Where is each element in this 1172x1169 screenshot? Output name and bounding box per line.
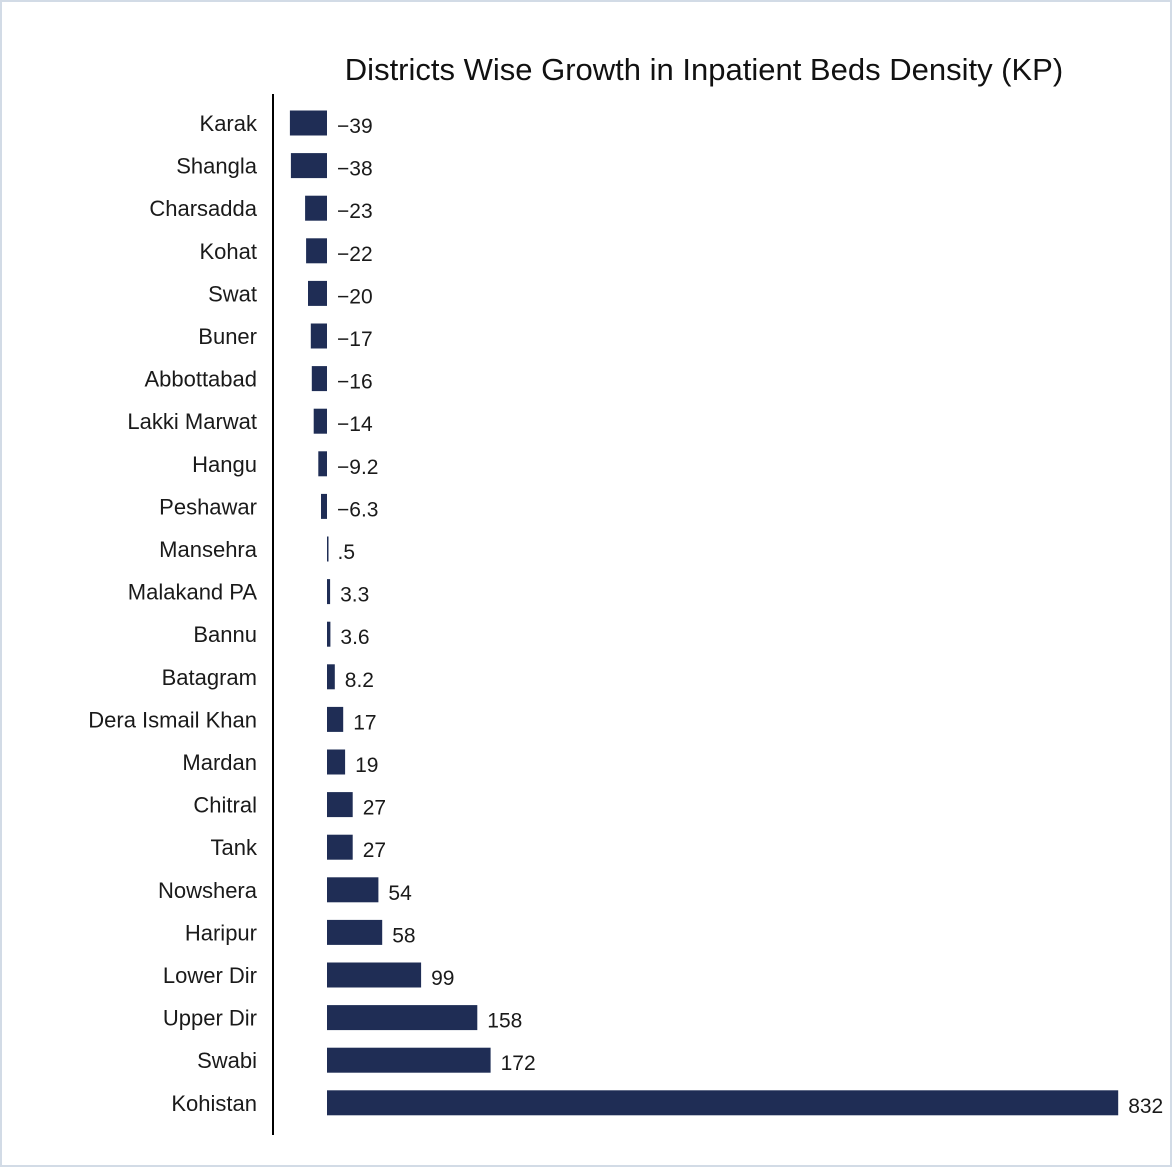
category-label: Bannu [193, 622, 257, 647]
bar-mansehra [327, 536, 329, 562]
bar-kohistan [327, 1090, 1119, 1116]
bar-mardan [327, 749, 346, 775]
category-label: Swat [208, 281, 257, 306]
bars-group [289, 110, 1119, 1116]
category-label: Mansehra [159, 537, 258, 562]
bar-upper-dir [327, 1005, 478, 1031]
value-label: 832 [1128, 1095, 1163, 1118]
bar-malakand-pa [327, 579, 331, 605]
bar-kohat [306, 238, 327, 264]
value-label: 172 [501, 1052, 536, 1075]
bar-nowshera [327, 877, 379, 903]
value-label: 27 [363, 839, 386, 862]
category-label: Haripur [185, 920, 257, 945]
value-labels-group: −39 −38 −23 −22 −20 −17 −16 −14 −9.2 −6.3 .5 3.3 3.6… [337, 115, 1163, 1118]
value-label: 3.3 [340, 584, 369, 607]
category-label: Buner [198, 324, 257, 349]
value-label: 17 [353, 711, 376, 734]
value-label: −6.3 [337, 498, 378, 521]
category-label: Lower Dir [163, 963, 257, 988]
category-label: Abbottabad [144, 367, 257, 392]
chart-title: Districts Wise Growth in Inpatient Beds … [345, 52, 1063, 87]
category-label: Hangu [192, 452, 257, 477]
category-label: Malakand PA [128, 580, 258, 605]
value-label: 8.2 [345, 669, 374, 692]
value-label: −23 [337, 200, 373, 223]
bar-lower-dir [327, 962, 422, 988]
bar-hangu [318, 451, 327, 477]
category-label: Shangla [176, 154, 258, 179]
category-label: Dera Ismail Khan [88, 707, 257, 732]
value-label: −39 [337, 115, 373, 138]
bar-haripur [327, 919, 383, 945]
value-label: −16 [337, 371, 373, 394]
value-label: 158 [487, 1010, 522, 1033]
value-label: −17 [337, 328, 373, 351]
category-label: Mardan [182, 750, 257, 775]
value-label: −9.2 [337, 456, 378, 479]
category-label: Nowshera [158, 878, 258, 903]
value-label: 19 [355, 754, 378, 777]
value-label: 27 [363, 797, 386, 820]
value-label: 58 [392, 924, 415, 947]
category-label: Kohat [200, 239, 258, 264]
category-label: Lakki Marwat [127, 409, 257, 434]
value-label: −20 [337, 285, 373, 308]
bar-karak [289, 110, 327, 136]
category-label: Peshawar [159, 494, 257, 519]
category-label: Tank [211, 835, 258, 860]
bar-bannu [327, 621, 331, 647]
value-label: −14 [337, 413, 373, 436]
category-label: Karak [200, 111, 258, 136]
category-label: Charsadda [149, 196, 257, 221]
bar-lakki-marwat [313, 408, 327, 434]
value-label: .5 [338, 541, 356, 564]
category-label: Swabi [197, 1048, 257, 1073]
bar-batagram [327, 664, 335, 690]
category-label: Batagram [162, 665, 257, 690]
value-label: 54 [388, 882, 412, 905]
bar-charsadda [305, 195, 327, 221]
bar-chitral [327, 792, 353, 818]
value-label: −38 [337, 158, 373, 181]
bar-tank [327, 834, 353, 860]
bar-swabi [327, 1047, 491, 1073]
bar-peshawar [321, 493, 327, 519]
bar-dera-ismail-khan [327, 706, 344, 732]
value-label: 99 [431, 967, 454, 990]
bar-shangla [290, 153, 327, 179]
category-labels-group: Karak Shangla Charsadda Kohat Swat Buner Abbot… [88, 111, 258, 1116]
value-label: 3.6 [340, 626, 369, 649]
value-label: −22 [337, 243, 373, 266]
bar-buner [310, 323, 327, 349]
category-label: Kohistan [171, 1091, 257, 1116]
category-label: Chitral [193, 793, 257, 818]
bar-swat [308, 280, 327, 306]
category-label: Upper Dir [163, 1006, 257, 1031]
bar-abbottabad [311, 366, 327, 392]
